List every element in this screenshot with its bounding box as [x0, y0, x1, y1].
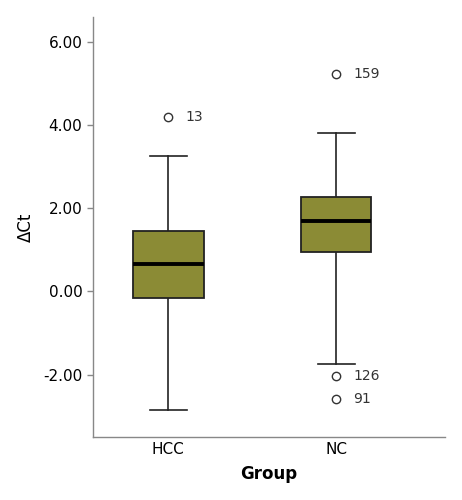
Text: 159: 159: [353, 67, 379, 81]
Text: 91: 91: [353, 392, 371, 406]
Text: 126: 126: [353, 368, 379, 382]
FancyBboxPatch shape: [133, 231, 203, 298]
FancyBboxPatch shape: [301, 196, 371, 252]
Text: 13: 13: [185, 110, 203, 124]
Y-axis label: ΔCt: ΔCt: [17, 212, 35, 242]
X-axis label: Group: Group: [240, 466, 298, 483]
